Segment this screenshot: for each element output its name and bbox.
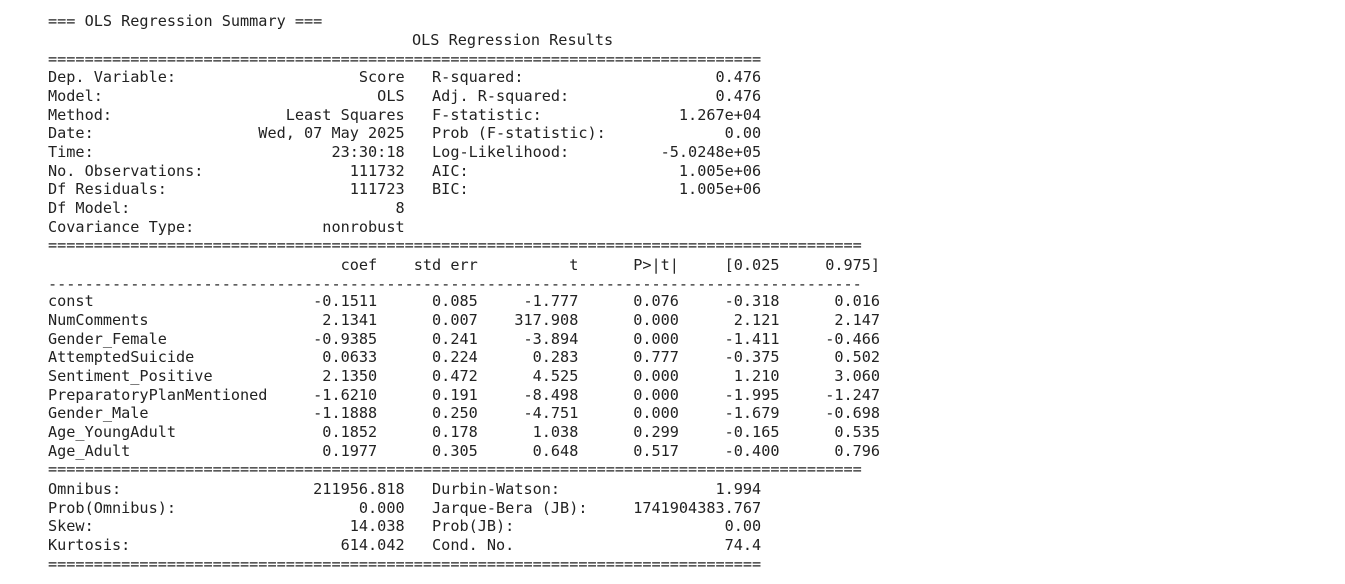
coef-table-row: Gender_Male -1.1888 0.250 -4.751 0.000 -… xyxy=(48,404,881,422)
coef-table-header: coef std err t P>|t| [0.025 0.975] xyxy=(48,256,881,274)
diagnostics-row: Skew: 14.038 Prob(JB): 0.00 xyxy=(48,517,762,535)
diagnostics-row: Prob(Omnibus): 0.000 Jarque-Bera (JB): 1… xyxy=(48,499,762,517)
dashed-separator-line: ----------------------------------------… xyxy=(48,275,862,293)
model-info-row: Date: Wed, 07 May 2025 Prob (F-statistic… xyxy=(48,124,762,142)
coef-table-row: Age_YoungAdult 0.1852 0.178 1.038 0.299 … xyxy=(48,423,881,441)
model-info-row: No. Observations: 111732 AIC: 1.005e+06 xyxy=(48,162,762,180)
coef-table-row: NumComments 2.1341 0.007 317.908 0.000 2… xyxy=(48,311,881,329)
model-info-row: Df Residuals: 111723 BIC: 1.005e+06 xyxy=(48,180,762,198)
model-info-row: Covariance Type: nonrobust xyxy=(48,218,405,236)
separator-line: ========================================… xyxy=(48,50,762,68)
coef-table-row: Gender_Female -0.9385 0.241 -3.894 0.000… xyxy=(48,330,881,348)
separator-line: ========================================… xyxy=(48,555,762,573)
coef-table-row: const -0.1511 0.085 -1.777 0.076 -0.318 … xyxy=(48,292,881,310)
summary-header-line: === OLS Regression Summary === xyxy=(48,12,323,30)
model-info-row: Df Model: 8 xyxy=(48,199,405,217)
coef-table-row: PreparatoryPlanMentioned -1.6210 0.191 -… xyxy=(48,386,881,404)
diagnostics-row: Kurtosis: 614.042 Cond. No. 74.4 xyxy=(48,536,762,554)
coef-table-row: AttemptedSuicide 0.0633 0.224 0.283 0.77… xyxy=(48,348,881,366)
diagnostics-row: Omnibus: 211956.818 Durbin-Watson: 1.994 xyxy=(48,480,762,498)
coef-table-row: Sentiment_Positive 2.1350 0.472 4.525 0.… xyxy=(48,367,881,385)
model-info-row: Model: OLS Adj. R-squared: 0.476 xyxy=(48,87,762,105)
results-table-title: OLS Regression Results xyxy=(412,31,614,49)
model-info-row: Time: 23:30:18 Log-Likelihood: -5.0248e+… xyxy=(48,143,762,161)
model-info-row: Method: Least Squares F-statistic: 1.267… xyxy=(48,106,762,124)
model-info-row: Dep. Variable: Score R-squared: 0.476 xyxy=(48,68,762,86)
coef-table-row: Age_Adult 0.1977 0.305 0.648 0.517 -0.40… xyxy=(48,442,881,460)
separator-line: ========================================… xyxy=(48,460,862,478)
separator-line: ========================================… xyxy=(48,236,862,254)
